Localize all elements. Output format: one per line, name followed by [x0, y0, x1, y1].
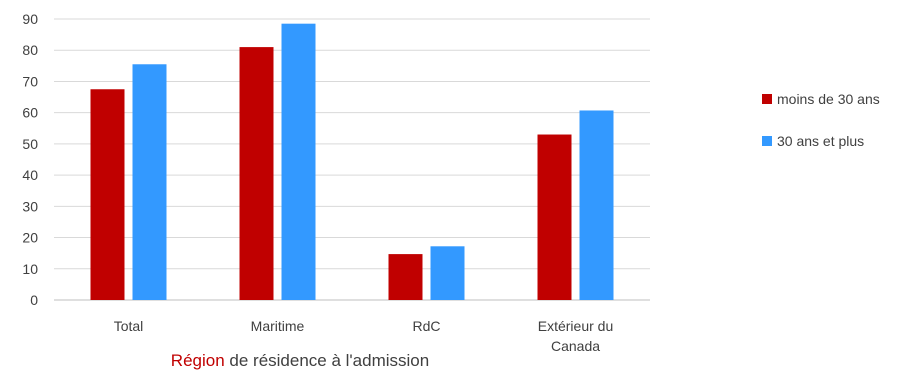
- bars: [90, 23, 614, 301]
- x-category-label: Extérieur du Canada: [538, 318, 613, 354]
- x-category-label: Maritime: [251, 318, 305, 334]
- x-category-label-line: RdC: [412, 318, 440, 334]
- x-category-label-line: Total: [114, 318, 144, 334]
- legend-label: moins de 30 ans: [777, 91, 880, 107]
- x-category-label-line: Maritime: [251, 318, 305, 334]
- x-axis-title: Région de résidence à l'admission: [171, 351, 429, 370]
- x-axis-title-part: Région: [171, 351, 225, 370]
- legend: moins de 30 ans 30 ans et plus: [762, 91, 880, 149]
- x-axis-categories: Total Maritime RdC Extérieur du Canada: [114, 318, 614, 354]
- legend-label: 30 ans et plus: [777, 133, 864, 149]
- legend-swatch: [762, 94, 772, 104]
- bar: [239, 47, 274, 300]
- bar: [430, 246, 465, 300]
- y-tick-label: 10: [22, 261, 38, 277]
- y-tick-label: 30: [22, 198, 38, 214]
- x-category-label: RdC: [412, 318, 440, 334]
- y-tick-label: 60: [22, 105, 38, 121]
- x-axis-title-part: de résidence à l'admission: [225, 351, 430, 370]
- y-tick-label: 20: [22, 230, 38, 246]
- y-tick-label: 80: [22, 42, 38, 58]
- bar: [579, 110, 614, 300]
- y-tick-label: 70: [22, 73, 38, 89]
- y-tick-label: 40: [22, 167, 38, 183]
- x-category-label: Total: [114, 318, 144, 334]
- y-tick-label: 50: [22, 136, 38, 152]
- y-tick-label: 0: [30, 292, 38, 308]
- bar: [132, 64, 167, 301]
- bar: [388, 254, 423, 300]
- bar: [537, 134, 572, 300]
- bar: [281, 23, 316, 301]
- y-axis-ticks: 0 10 20 30 40 50 60 70 80 90: [22, 11, 38, 308]
- x-category-label-line: Canada: [551, 338, 600, 354]
- bar: [90, 89, 125, 300]
- legend-swatch: [762, 136, 772, 146]
- y-tick-label: 90: [22, 11, 38, 27]
- x-category-label-line: Extérieur du: [538, 318, 613, 334]
